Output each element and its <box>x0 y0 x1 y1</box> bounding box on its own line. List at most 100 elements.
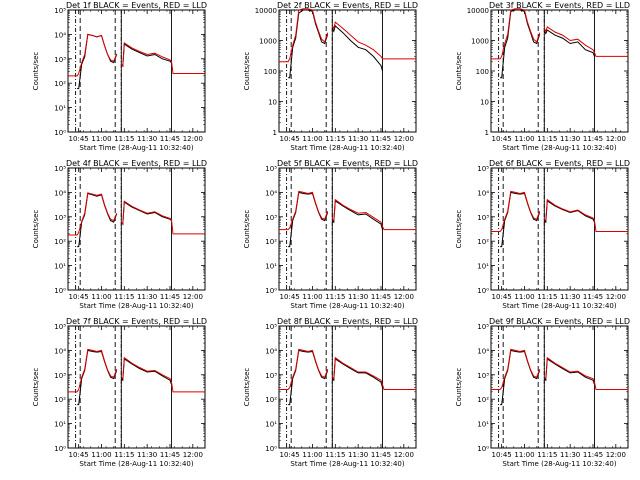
y-tick-label: 10⁰ <box>477 287 489 295</box>
y-tick-label: 10¹ <box>54 421 66 429</box>
x-tick-label: 11:15 <box>114 135 134 143</box>
y-tick-label: 10 <box>480 99 489 107</box>
x-tick-label: 12:00 <box>606 451 626 459</box>
x-tick-label: 11:00 <box>302 451 322 459</box>
y-tick-label: 10¹ <box>265 421 277 429</box>
lld-series-line <box>68 348 205 393</box>
y-tick-label: 10³ <box>477 214 489 222</box>
panel-det-1: Det 1f BLACK = Events, RED = LLD 10⁰ 10¹ 10… <box>32 1 207 152</box>
x-tick-label: 11:00 <box>91 451 111 459</box>
x-tick-label: 11:15 <box>537 293 557 301</box>
x-tick-label: 10:45 <box>280 451 300 459</box>
y-tick-label: 10⁰ <box>477 445 489 453</box>
y-tick-label: 10¹ <box>477 421 489 429</box>
y-tick-label: 10⁴ <box>54 189 66 197</box>
y-tick-label: 10⁴ <box>265 189 277 197</box>
lld-series-line <box>279 8 416 63</box>
x-tick-label: 11:15 <box>537 135 557 143</box>
panel-det-5: Det 5f BLACK = Events, RED = LLD 10⁰ 10¹ 10… <box>243 159 418 310</box>
x-tick-label: 11:00 <box>514 293 534 301</box>
y-tick-label: 10⁰ <box>265 445 277 453</box>
x-axis-title: Start Time (28-Aug-11 10:32:40) <box>502 144 616 152</box>
y-tick-label: 10² <box>265 238 277 246</box>
y-axis-title: Counts/sec <box>455 210 463 249</box>
y-tick-label: 10⁵ <box>54 7 66 15</box>
x-tick-label: 11:45 <box>583 135 603 143</box>
x-tick-label: 11:45 <box>371 451 391 459</box>
x-tick-label: 12:00 <box>183 135 203 143</box>
x-tick-label: 11:15 <box>114 451 134 459</box>
panel-det-4: Det 4f BLACK = Events, RED = LLD 10⁰ 10¹ 10… <box>32 159 207 310</box>
y-tick-label: 10⁴ <box>54 347 66 355</box>
x-tick-label: 11:45 <box>160 451 180 459</box>
events-series-line <box>500 9 595 79</box>
x-tick-label: 12:00 <box>183 293 203 301</box>
lld-series-line <box>491 348 628 390</box>
y-tick-label: 10² <box>477 396 489 404</box>
panel-title: Det 3f BLACK = Events, RED = LLD <box>489 1 630 10</box>
plot-frame <box>278 9 417 133</box>
plot-frame <box>67 9 206 133</box>
panel-det-2: Det 2f BLACK = Events, RED = LLD 1 10 100 10… <box>243 1 418 152</box>
x-tick-label: 12:00 <box>183 451 203 459</box>
x-tick-label: 11:00 <box>514 451 534 459</box>
x-tick-label: 12:00 <box>606 135 626 143</box>
y-tick-label: 100 <box>264 68 277 76</box>
y-tick-label: 10² <box>54 80 66 88</box>
x-axis-title: Start Time (28-Aug-11 10:32:40) <box>290 302 404 310</box>
panel-det-3: Det 3f BLACK = Events, RED = LLD 1 10 100 10… <box>455 1 630 152</box>
panel-det-9: Det 9f BLACK = Events, RED = LLD 10⁰ 10¹ 10… <box>455 317 630 468</box>
y-tick-label: 10³ <box>54 214 66 222</box>
panel-title: Det 6f BLACK = Events, RED = LLD <box>489 159 630 168</box>
panel-title: Det 2f BLACK = Events, RED = LLD <box>277 1 418 10</box>
x-tick-label: 11:15 <box>325 293 345 301</box>
x-axis-title: Start Time (28-Aug-11 10:32:40) <box>290 460 404 468</box>
x-tick-label: 10:45 <box>492 451 512 459</box>
y-axis-title: Counts/sec <box>32 52 40 91</box>
plot-frame <box>490 167 629 291</box>
panel-title: Det 4f BLACK = Events, RED = LLD <box>66 159 207 168</box>
y-tick-label: 10³ <box>54 56 66 64</box>
y-tick-label: 10⁴ <box>477 189 489 197</box>
x-axis-title: Start Time (28-Aug-11 10:32:40) <box>79 460 193 468</box>
x-tick-label: 11:45 <box>160 135 180 143</box>
y-tick-label: 10⁰ <box>54 445 66 453</box>
x-tick-label: 11:30 <box>137 451 157 459</box>
x-tick-label: 11:00 <box>91 135 111 143</box>
lld-series-line <box>491 190 628 232</box>
plot-frame <box>490 325 629 449</box>
x-tick-label: 11:30 <box>560 451 580 459</box>
plot-frame <box>278 167 417 291</box>
y-axis-title: Counts/sec <box>243 368 251 407</box>
x-tick-label: 11:45 <box>371 293 391 301</box>
x-tick-label: 10:45 <box>280 293 300 301</box>
y-tick-label: 1 <box>273 129 277 137</box>
x-axis-title: Start Time (28-Aug-11 10:32:40) <box>79 144 193 152</box>
y-tick-label: 10000 <box>255 7 277 15</box>
y-tick-label: 10⁰ <box>54 129 66 137</box>
x-tick-label: 11:00 <box>514 135 534 143</box>
x-axis-title: Start Time (28-Aug-11 10:32:40) <box>502 302 616 310</box>
x-tick-label: 11:30 <box>137 135 157 143</box>
x-tick-label: 11:00 <box>91 293 111 301</box>
y-axis-title: Counts/sec <box>243 52 251 91</box>
plot-frame <box>490 9 629 133</box>
plot-frame <box>67 167 206 291</box>
x-tick-label: 12:00 <box>606 293 626 301</box>
y-tick-label: 10² <box>54 238 66 246</box>
y-tick-label: 10 <box>268 99 277 107</box>
x-tick-label: 11:30 <box>348 451 368 459</box>
lld-series-line <box>68 192 205 236</box>
y-tick-label: 10² <box>265 396 277 404</box>
y-tick-label: 10⁰ <box>54 287 66 295</box>
y-tick-label: 10⁵ <box>477 323 489 331</box>
x-tick-label: 11:45 <box>160 293 180 301</box>
lld-series-line <box>68 33 205 77</box>
x-tick-label: 11:30 <box>348 293 368 301</box>
x-axis-title: Start Time (28-Aug-11 10:32:40) <box>290 144 404 152</box>
y-tick-label: 10⁵ <box>477 165 489 173</box>
lld-series-line <box>491 8 628 60</box>
plot-frame <box>67 325 206 449</box>
